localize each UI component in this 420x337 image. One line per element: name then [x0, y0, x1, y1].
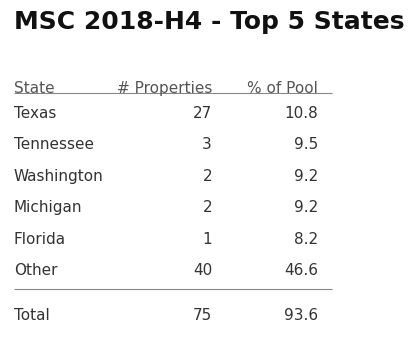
Text: 9.2: 9.2 — [294, 169, 318, 184]
Text: 9.2: 9.2 — [294, 200, 318, 215]
Text: 27: 27 — [193, 106, 212, 121]
Text: # Properties: # Properties — [117, 81, 212, 96]
Text: Washington: Washington — [14, 169, 103, 184]
Text: Texas: Texas — [14, 106, 56, 121]
Text: % of Pool: % of Pool — [247, 81, 318, 96]
Text: 93.6: 93.6 — [284, 308, 318, 323]
Text: MSC 2018-H4 - Top 5 States: MSC 2018-H4 - Top 5 States — [14, 10, 404, 34]
Text: 3: 3 — [202, 137, 212, 153]
Text: 40: 40 — [193, 263, 212, 278]
Text: 2: 2 — [202, 169, 212, 184]
Text: 2: 2 — [202, 200, 212, 215]
Text: State: State — [14, 81, 54, 96]
Text: 75: 75 — [193, 308, 212, 323]
Text: 9.5: 9.5 — [294, 137, 318, 153]
Text: Tennessee: Tennessee — [14, 137, 94, 153]
Text: 1: 1 — [202, 232, 212, 247]
Text: Other: Other — [14, 263, 57, 278]
Text: 10.8: 10.8 — [284, 106, 318, 121]
Text: 46.6: 46.6 — [284, 263, 318, 278]
Text: Michigan: Michigan — [14, 200, 82, 215]
Text: Total: Total — [14, 308, 50, 323]
Text: 8.2: 8.2 — [294, 232, 318, 247]
Text: Florida: Florida — [14, 232, 66, 247]
